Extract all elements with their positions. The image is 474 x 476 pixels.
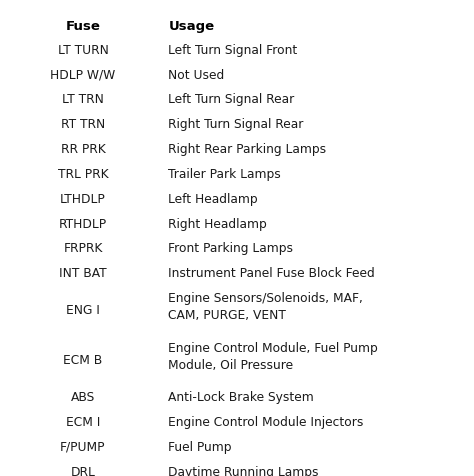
Text: Instrument Panel Fuse Block Feed: Instrument Panel Fuse Block Feed [168, 267, 375, 279]
Text: LT TURN: LT TURN [57, 44, 109, 57]
Text: RR PRK: RR PRK [61, 143, 105, 156]
Text: F/PUMP: F/PUMP [60, 440, 106, 453]
Text: ENG I: ENG I [66, 304, 100, 317]
Text: RTHDLP: RTHDLP [59, 217, 107, 230]
Text: HDLP W/W: HDLP W/W [50, 69, 116, 81]
Text: Left Headlamp: Left Headlamp [168, 192, 258, 205]
Text: Daytime Running Lamps: Daytime Running Lamps [168, 465, 319, 476]
Text: INT BAT: INT BAT [59, 267, 107, 279]
Text: TRL PRK: TRL PRK [58, 168, 108, 180]
Text: Left Turn Signal Front: Left Turn Signal Front [168, 44, 298, 57]
Text: Front Parking Lamps: Front Parking Lamps [168, 242, 293, 255]
Text: Engine Control Module Injectors: Engine Control Module Injectors [168, 415, 364, 428]
Text: Right Rear Parking Lamps: Right Rear Parking Lamps [168, 143, 327, 156]
Text: Usage: Usage [168, 20, 214, 33]
Text: DRL: DRL [71, 465, 95, 476]
Text: Engine Control Module, Fuel Pump
Module, Oil Pressure: Engine Control Module, Fuel Pump Module,… [168, 341, 378, 371]
Text: ECM B: ECM B [64, 353, 102, 366]
Text: Engine Sensors/Solenoids, MAF,
CAM, PURGE, VENT: Engine Sensors/Solenoids, MAF, CAM, PURG… [168, 291, 363, 322]
Text: Right Headlamp: Right Headlamp [168, 217, 267, 230]
Text: Anti-Lock Brake System: Anti-Lock Brake System [168, 390, 314, 403]
Text: Trailer Park Lamps: Trailer Park Lamps [168, 168, 281, 180]
Text: ECM I: ECM I [66, 415, 100, 428]
Text: Fuse: Fuse [65, 20, 100, 33]
Text: LT TRN: LT TRN [62, 93, 104, 106]
Text: RT TRN: RT TRN [61, 118, 105, 131]
Text: Left Turn Signal Rear: Left Turn Signal Rear [168, 93, 294, 106]
Text: LTHDLP: LTHDLP [60, 192, 106, 205]
Text: Fuel Pump: Fuel Pump [168, 440, 232, 453]
Text: Right Turn Signal Rear: Right Turn Signal Rear [168, 118, 304, 131]
Text: FRPRK: FRPRK [63, 242, 103, 255]
Text: Not Used: Not Used [168, 69, 225, 81]
Text: ABS: ABS [71, 390, 95, 403]
